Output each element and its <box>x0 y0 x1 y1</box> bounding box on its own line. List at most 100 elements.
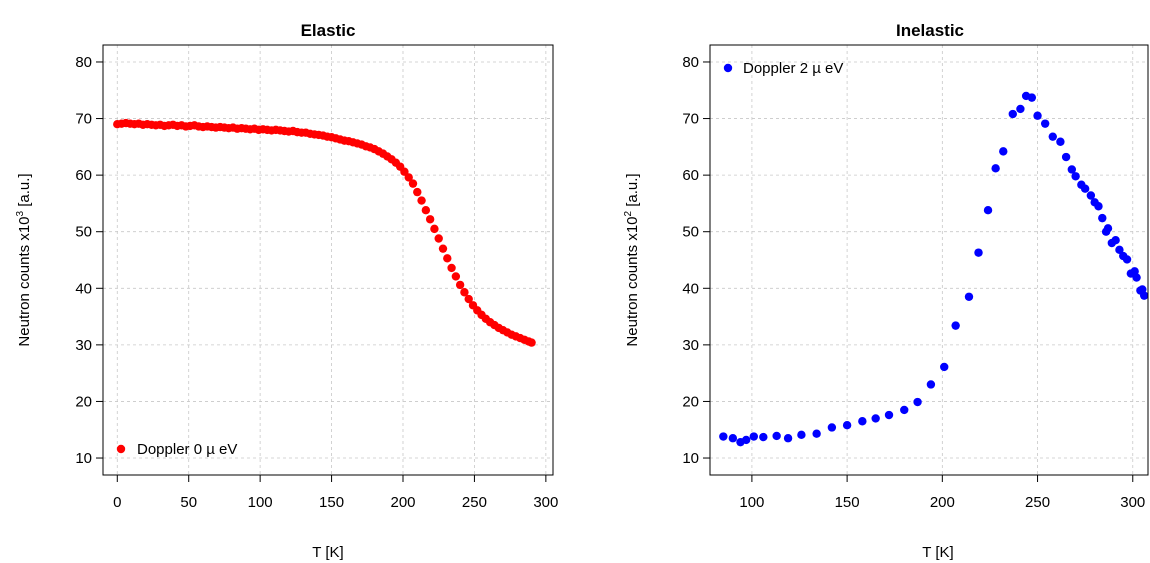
inelastic-y-tick-label: 20 <box>682 393 699 410</box>
inelastic-data-point <box>951 321 960 330</box>
inelastic-y-tick-label: 80 <box>682 54 699 71</box>
elastic-y-tick-label: 80 <box>75 54 92 71</box>
inelastic-data-point <box>1115 245 1124 255</box>
inelastic-data-point <box>926 380 936 389</box>
elastic-x-axis: 0 50 100 150 200 250 300 <box>113 475 558 511</box>
inelastic-data-point <box>1071 172 1080 181</box>
elastic-data-point <box>460 288 469 297</box>
inelastic-y-axis-label: Neutron counts x102 [a.u.] <box>623 173 641 346</box>
inelastic-x-axis: 100 150 200 250 300 <box>739 475 1145 511</box>
elastic-y-tick-label: 70 <box>75 111 92 128</box>
inelastic-points <box>719 91 1149 447</box>
elastic-data-point <box>464 294 473 304</box>
elastic-x-tick-label: 50 <box>180 494 197 511</box>
elastic-x-tick-label: 0 <box>113 494 121 511</box>
elastic-x-tick-label: 200 <box>390 494 415 511</box>
inelastic-data-point <box>858 417 867 426</box>
inelastic-data-point <box>974 248 983 257</box>
elastic-data-point <box>438 244 448 253</box>
elastic-legend-marker <box>116 444 126 454</box>
inelastic-data-point <box>728 434 738 443</box>
elastic-y-axis-label: Neutron counts x103 [a.u.] <box>15 173 33 346</box>
inelastic-y-label-exponent: 2 <box>623 211 634 217</box>
inelastic-data-point <box>900 405 909 415</box>
inelastic-plot-frame <box>709 44 1149 476</box>
inelastic-data-point <box>1098 213 1107 223</box>
inelastic-title: Inelastic <box>896 21 964 40</box>
inelastic-data-point <box>1080 184 1090 193</box>
elastic-y-label-main: Neutron counts x10 <box>16 217 33 347</box>
elastic-y-label-exponent: 3 <box>15 211 26 217</box>
inelastic-data-point <box>991 164 1000 173</box>
elastic-y-tick-label: 10 <box>75 450 92 467</box>
inelastic-y-tick-label: 30 <box>682 337 699 354</box>
inelastic-y-axis: 10 20 30 40 50 60 70 80 <box>682 54 710 467</box>
inelastic-data-point <box>1139 291 1149 300</box>
elastic-plot-frame <box>102 44 554 476</box>
inelastic-y-tick-label: 40 <box>682 280 699 297</box>
inelastic-data-point <box>812 429 821 438</box>
inelastic-y-tick-label: 10 <box>682 450 699 467</box>
inelastic-data-point <box>1132 273 1141 282</box>
elastic-legend-label: Doppler 0 µ eV <box>137 441 237 458</box>
inelastic-legend: Doppler 2 µ eV <box>723 60 843 77</box>
inelastic-data-point <box>1061 152 1071 162</box>
elastic-data-point <box>425 215 435 224</box>
elastic-points <box>113 118 536 347</box>
elastic-data-point <box>447 263 456 273</box>
elastic-legend: Doppler 0 µ eV <box>116 441 237 458</box>
elastic-y-tick-label: 60 <box>75 167 92 184</box>
inelastic-x-tick-label: 300 <box>1120 494 1145 511</box>
inelastic-data-point <box>1122 255 1132 264</box>
inelastic-y-label-main: Neutron counts x10 <box>624 217 641 347</box>
elastic-y-tick-label: 30 <box>75 337 92 354</box>
elastic-data-point <box>413 187 422 197</box>
inelastic-data-point <box>940 362 949 372</box>
inelastic-data-point <box>749 432 758 441</box>
elastic-x-tick-label: 300 <box>533 494 558 511</box>
inelastic-data-point <box>1056 137 1065 146</box>
elastic-data-point <box>527 338 536 347</box>
inelastic-data-point <box>1040 119 1050 128</box>
inelastic-legend-label: Doppler 2 µ eV <box>743 60 843 77</box>
inelastic-data-point <box>827 423 837 432</box>
inelastic-x-tick-label: 150 <box>835 494 860 511</box>
inelastic-data-point <box>1111 235 1120 245</box>
inelastic-data-point <box>983 206 993 215</box>
elastic-x-tick-label: 150 <box>319 494 344 511</box>
elastic-data-point <box>408 179 418 188</box>
inelastic-data-point <box>1027 93 1037 102</box>
elastic-data-point <box>430 224 439 234</box>
elastic-data-point <box>417 196 426 205</box>
elastic-grid <box>103 45 553 475</box>
inelastic-y-tick-label: 50 <box>682 224 699 241</box>
inelastic-data-point <box>1008 109 1017 119</box>
elastic-y-tick-label: 20 <box>75 393 92 410</box>
elastic-y-label-unit: [a.u.] <box>16 173 33 211</box>
inelastic-data-point <box>1048 132 1057 141</box>
elastic-data-point <box>443 254 452 263</box>
inelastic-data-point <box>964 292 974 301</box>
inelastic-data-point <box>741 435 751 445</box>
inelastic-data-point <box>1016 104 1025 114</box>
inelastic-y-label-unit: [a.u.] <box>624 173 641 211</box>
inelastic-data-point <box>1033 111 1042 120</box>
inelastic-data-point <box>1067 165 1077 174</box>
inelastic-chart: Inelastic 100 150 200 250 300 10 20 30 40 50 60 70… <box>623 21 1149 561</box>
inelastic-y-tick-label: 70 <box>682 111 699 128</box>
elastic-chart: Elastic 0 50 100 150 200 250 300 10 20 30 40 50 60 7… <box>15 21 558 561</box>
elastic-x-tick-label: 100 <box>248 494 273 511</box>
inelastic-x-tick-label: 100 <box>739 494 764 511</box>
elastic-y-tick-label: 40 <box>75 280 92 297</box>
elastic-x-tick-label: 250 <box>462 494 487 511</box>
inelastic-data-point <box>797 430 806 440</box>
inelastic-data-point <box>719 432 728 441</box>
elastic-y-axis: 10 20 30 40 50 60 70 80 <box>75 54 103 467</box>
inelastic-x-tick-label: 250 <box>1025 494 1050 511</box>
inelastic-data-point <box>871 414 880 423</box>
inelastic-legend-marker <box>723 63 733 73</box>
inelastic-y-tick-label: 60 <box>682 167 699 184</box>
inelastic-data-point <box>1094 202 1103 211</box>
inelastic-x-tick-label: 200 <box>930 494 955 511</box>
